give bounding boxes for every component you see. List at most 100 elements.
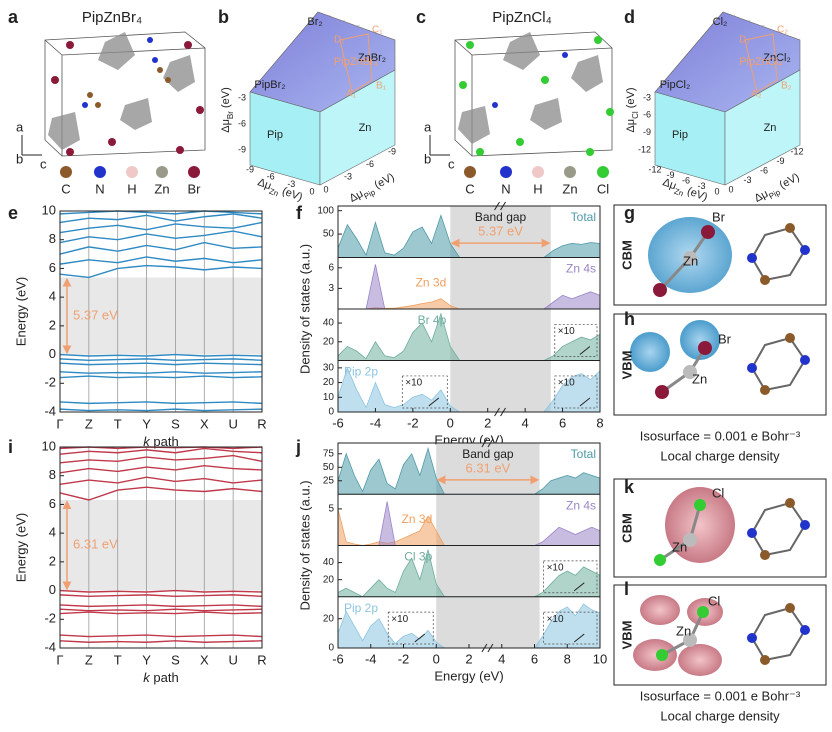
axis-label-sub: Br [226,111,235,119]
crystal-a: PipZnBr₄ a b c C N H Zn Br [16,9,206,196]
band-line [59,362,263,366]
x-tick-label: 4 [522,415,529,430]
y-tick-label: 8 [49,467,56,482]
band-line [59,241,263,255]
axis-tick-label: -9 [643,127,651,137]
inset-arrow [573,633,585,643]
point-label: C₁ [372,25,383,36]
axis-tick-label: -9 [388,146,396,156]
x-tick-label: 6 [531,651,538,666]
y-tick-label: 0 [328,407,334,418]
plot-frame [337,442,601,649]
x-axis-label: k path [143,670,178,685]
axis-tick-label: -12 [638,144,651,154]
band-line [59,358,263,362]
lattice-axis: b [424,151,431,166]
x-axis-label: Energy (eV) [434,668,503,683]
axis-tick-label: -9 [666,170,674,180]
band-line [59,594,263,598]
inset-arrow [428,397,440,407]
octahedron [48,112,80,150]
y-tick-label: 3 [328,283,334,294]
panel-letter: h [624,309,635,329]
axis-break [494,201,506,417]
band-line [59,401,263,405]
x-tick-label: X [200,652,209,667]
y-axis-label: Energy (eV) [13,277,28,346]
region-label: Zn [359,122,372,134]
axis-tick-label: -6 [238,118,246,128]
axis-tick-label: -6 [760,165,768,175]
panel-frame [613,584,827,686]
y-tick-label: 0 [49,582,56,597]
panel-letter: i [8,437,13,457]
atom-label: C [61,181,70,196]
y-tick-label: -2 [44,375,56,390]
x-tick-label: Y [142,652,151,667]
octahedron [120,98,152,130]
axis-tick-label: -12 [648,164,661,174]
x-tick-label: X [200,416,209,431]
x-tick-label: 0 [447,415,454,430]
atom-label: H [533,181,542,196]
y-tick-label: 40 [323,318,335,329]
band-gap-label: 6.31 eV [465,460,510,475]
inset-label: ×10 [547,563,564,574]
caption: Local charge density [660,448,780,463]
series-label: Zn 4s [566,498,596,512]
band-line [59,634,263,638]
x-tick-label: 8 [596,415,603,430]
lattice-axis: c [448,156,455,171]
state-label: CBM [619,240,634,270]
atom-label: Br [188,181,202,196]
inset-box [543,611,598,645]
inset-label: ×10 [558,378,575,389]
inset-arrow [573,582,585,592]
band-line [59,221,263,234]
atom-label: Zn [562,181,577,196]
axis-tick-label: -3 [743,175,751,185]
y-tick-label: 40 [323,557,335,568]
x-tick-label: T [114,652,122,667]
atom-label: Cl [597,181,609,196]
axis-tick-label: 0 [728,184,733,194]
axis-tick-label: -3 [238,92,246,102]
x-tick-label: -6 [332,415,344,430]
axis-label-main: Δμ [347,188,365,205]
band-gap-label: 6.31 eV [73,537,118,552]
structure-title: PipZnCl₄ [492,9,551,26]
inset-label: ×10 [391,614,408,625]
inset-arrow [414,633,426,643]
y-tick-label: -4 [44,403,56,418]
y-tick-label: 4 [49,289,56,304]
y-tick-label: 20 [323,336,335,347]
y-tick-label: 20 [323,377,335,388]
atoms-cl [459,36,614,156]
x-tick-label: 2 [465,651,472,666]
region-label: Br₂ [307,16,322,28]
band-line [59,589,263,593]
axis-label-unit: (eV) [220,87,232,111]
caption: Isosurface = 0.001 e Bohr⁻³ [640,428,801,443]
y-tick-label: 30 [323,362,335,373]
caption: Isosurface = 0.001 e Bohr⁻³ [640,688,801,703]
inset-arrow [579,397,591,407]
band-line [59,371,263,374]
panel-frame [613,204,827,306]
region-label: Pip [267,129,283,141]
axis-tick-label: -6 [643,110,651,120]
stable-region [744,33,778,93]
x-tick-label: U [228,416,237,431]
band-gap-label: 5.37 eV [478,224,523,239]
y-tick-label: 0 [328,643,334,654]
x-axis-label-text: path [150,434,179,449]
axis-tick-label: 0 [714,186,719,196]
band-line [59,353,263,357]
x-tick-label: S [171,416,180,431]
x-tick-label: 2 [484,415,491,430]
axis-tick-label: -6 [366,159,374,169]
x-tick-label: -2 [407,415,419,430]
band-line [59,256,263,265]
band-line [59,454,263,464]
band-line [59,408,263,412]
